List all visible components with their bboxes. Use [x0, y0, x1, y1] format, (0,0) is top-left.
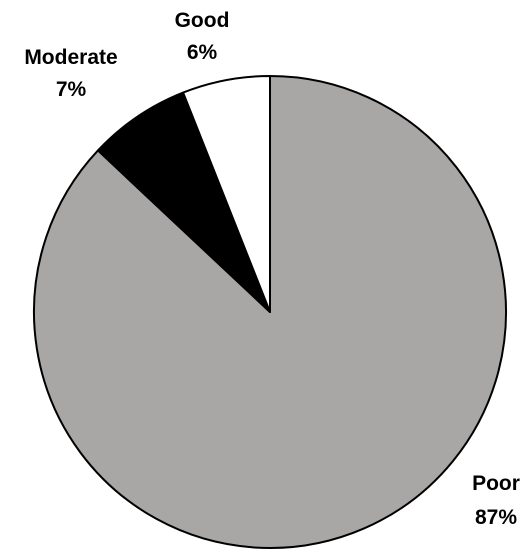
slice-value-good: 6%: [187, 41, 218, 64]
pie-slice-moderate: [96, 91, 271, 313]
slice-value-moderate: 7%: [56, 78, 87, 101]
slice-label-moderate: Moderate: [24, 46, 117, 69]
slice-value-poor: 87%: [475, 506, 517, 529]
pie-slices: [33, 75, 507, 549]
pie-slice-good: [182, 75, 271, 313]
slice-label-poor: Poor: [472, 472, 520, 495]
slice-label-good: Good: [175, 9, 230, 32]
